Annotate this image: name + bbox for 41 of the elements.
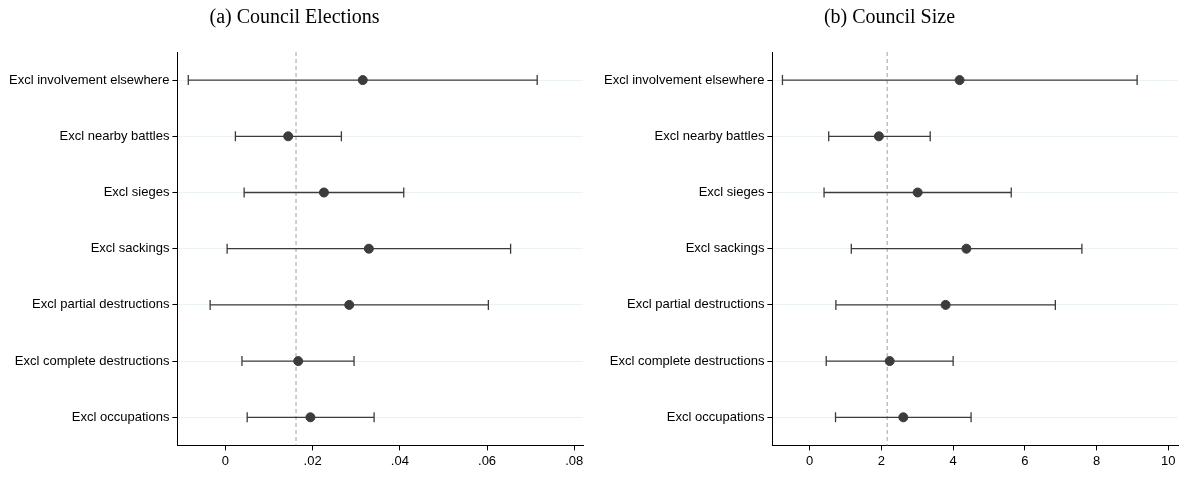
point (344, 299, 355, 310)
point (283, 131, 294, 142)
x-tick-label: 10 (1161, 452, 1176, 468)
x-tick-label: .02 (303, 452, 322, 468)
point (357, 75, 368, 86)
x-tick-label: 4 (949, 452, 957, 468)
point (898, 412, 909, 423)
y-tick-label: Excl involvement elsewhere (604, 71, 765, 87)
x-tick-label: 2 (877, 452, 886, 468)
point (954, 75, 965, 86)
y-tick-label: Excl sackings (685, 240, 765, 256)
x-tick-label: .08 (565, 452, 584, 468)
point (940, 299, 951, 310)
y-tick-label: Excl sackings (90, 240, 170, 256)
point (912, 187, 923, 198)
point (318, 187, 329, 198)
y-tick-label: Excl sieges (698, 184, 765, 200)
x-tick-label: 0 (806, 452, 814, 468)
point (884, 356, 895, 367)
y-tick-label: Excl occupations (71, 408, 170, 424)
point (961, 243, 972, 254)
x-tick-label: .04 (390, 452, 409, 468)
y-tick-label: Excl partial destructions (627, 296, 765, 312)
x-tick-label: 0 (221, 452, 229, 468)
point (363, 243, 374, 254)
x-tick-label: .06 (478, 452, 497, 468)
point (873, 131, 884, 142)
y-tick-label: Excl complete destructions (14, 352, 170, 368)
chart-title: (b) Council Size (823, 5, 956, 29)
y-tick-label: Excl involvement elsewhere (9, 71, 170, 87)
point (293, 356, 304, 367)
x-tick-label: 6 (1021, 452, 1029, 468)
y-tick-label: Excl partial destructions (32, 296, 170, 312)
y-tick-label: Excl nearby battles (654, 127, 765, 143)
x-tick-label: 8 (1092, 452, 1101, 468)
y-tick-label: Excl sieges (103, 184, 170, 200)
y-tick-label: Excl nearby battles (59, 127, 170, 143)
chart-title: (a) Council Elections (209, 5, 380, 29)
point (305, 412, 316, 423)
y-tick-label: Excl complete destructions (609, 352, 765, 368)
y-tick-label: Excl occupations (666, 408, 765, 424)
